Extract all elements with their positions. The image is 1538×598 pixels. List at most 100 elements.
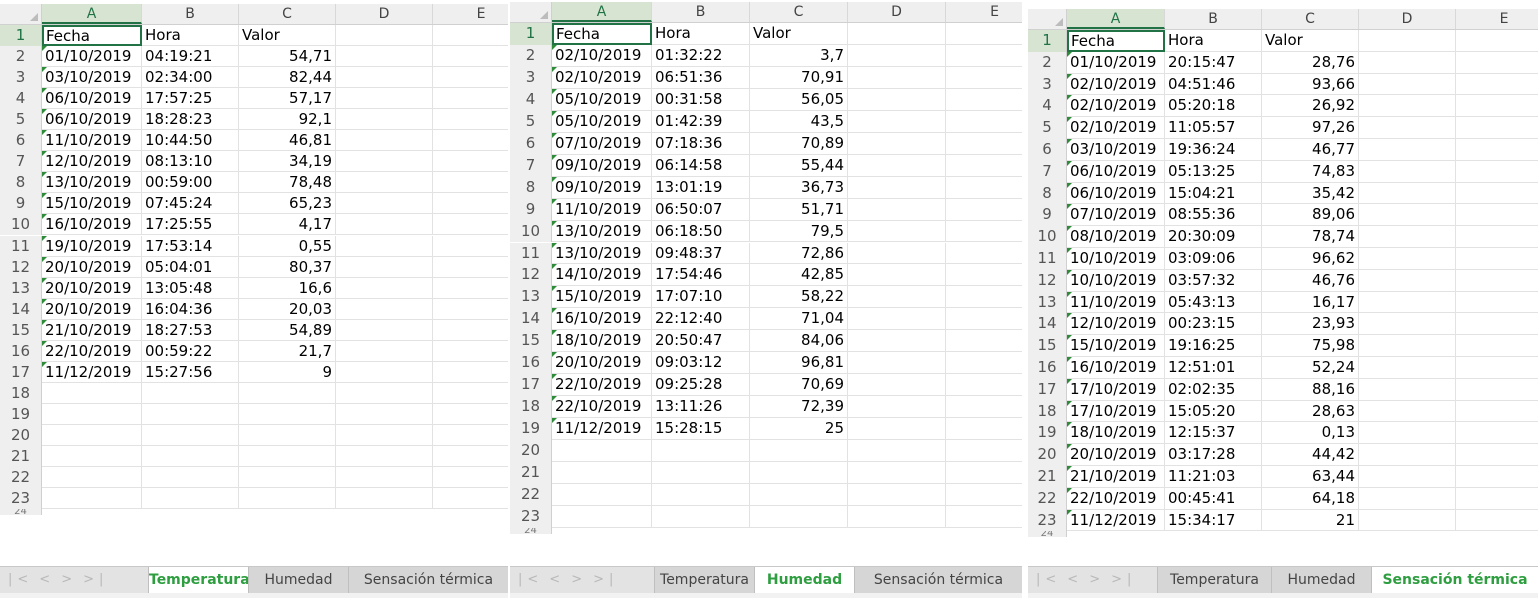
cell-a17[interactable]: 11/12/2019 — [42, 361, 142, 383]
tab-humedad[interactable]: Humedad — [754, 567, 854, 593]
cell-c11[interactable]: 96,62 — [1262, 248, 1359, 270]
cell-d1[interactable] — [1359, 30, 1456, 52]
cell-b22[interactable] — [652, 483, 750, 506]
cell-c14[interactable]: 23,93 — [1262, 313, 1359, 336]
cell-d22[interactable] — [336, 467, 433, 489]
cell-d4[interactable] — [1359, 95, 1456, 118]
cell-b8[interactable]: 00:59:00 — [142, 172, 239, 194]
cell-b15[interactable]: 20:50:47 — [652, 330, 750, 353]
row-number[interactable]: 24 — [510, 527, 552, 534]
cell-a18[interactable] — [42, 382, 142, 404]
cell-b2[interactable]: 20:15:47 — [1165, 51, 1262, 74]
cell-d17[interactable] — [336, 361, 433, 383]
cell-d16[interactable] — [1359, 357, 1456, 379]
prev-sheet-icon[interactable]: < — [549, 572, 566, 587]
cell-c19[interactable]: 0,13 — [1262, 422, 1359, 445]
cell-d5[interactable] — [336, 109, 433, 131]
row-number[interactable]: 1 — [510, 23, 552, 45]
row-number[interactable]: 10 — [1028, 226, 1067, 248]
row-number[interactable]: 18 — [0, 382, 42, 404]
cell-e22[interactable] — [1456, 488, 1538, 510]
cell-b7[interactable]: 06:14:58 — [652, 154, 750, 177]
cell-e12[interactable] — [433, 257, 508, 278]
cell-a3[interactable]: 02/10/2019 — [552, 66, 652, 89]
cell-e3[interactable] — [433, 67, 508, 89]
row-number[interactable]: 15 — [1028, 335, 1067, 357]
cell-d11[interactable] — [336, 235, 433, 257]
cell-c22[interactable] — [750, 483, 848, 506]
cell-b16[interactable]: 00:59:22 — [142, 340, 239, 362]
cell-a8[interactable]: 09/10/2019 — [552, 176, 652, 199]
cell-e8[interactable] — [433, 172, 508, 194]
cell-e7[interactable] — [1456, 161, 1538, 183]
cell-e18[interactable] — [1456, 401, 1538, 423]
cell-e10[interactable] — [946, 221, 1022, 243]
row-number[interactable]: 10 — [0, 214, 42, 236]
row-number[interactable]: 4 — [0, 88, 42, 110]
first-sheet-icon[interactable]: |< — [1036, 572, 1062, 587]
cell-e3[interactable] — [946, 67, 1022, 89]
cell-e13[interactable] — [946, 286, 1022, 309]
cell-c20[interactable] — [239, 424, 336, 446]
cell-e9[interactable] — [1456, 204, 1538, 227]
cell-b12[interactable]: 17:54:46 — [652, 264, 750, 287]
cell-d20[interactable] — [848, 440, 946, 462]
cell-a17[interactable]: 22/10/2019 — [552, 374, 652, 397]
cell-a21[interactable]: 21/10/2019 — [1067, 466, 1165, 488]
cell-c16[interactable]: 96,81 — [750, 352, 848, 375]
cell-b20[interactable] — [142, 424, 239, 446]
cell-c13[interactable]: 58,22 — [750, 286, 848, 309]
cell-b11[interactable]: 17:53:14 — [142, 235, 239, 257]
cell-a11[interactable]: 10/10/2019 — [1067, 248, 1165, 270]
cell-d12[interactable] — [848, 264, 946, 287]
cell-b23[interactable] — [142, 488, 239, 510]
cell-c17[interactable]: 70,69 — [750, 374, 848, 397]
column-header-b[interactable]: B — [1165, 9, 1262, 29]
cell-c1[interactable]: Valor — [750, 23, 848, 45]
row-number[interactable]: 24 — [1028, 531, 1067, 538]
cell-e16[interactable] — [946, 352, 1022, 375]
cell-a15[interactable]: 15/10/2019 — [1067, 335, 1165, 357]
last-sheet-icon[interactable]: >| — [593, 572, 619, 587]
cell-c6[interactable]: 46,77 — [1262, 139, 1359, 161]
cell-e8[interactable] — [1456, 183, 1538, 205]
cell-a23[interactable] — [42, 488, 142, 510]
cell-b13[interactable]: 05:43:13 — [1165, 291, 1262, 314]
cell-c5[interactable]: 97,26 — [1262, 117, 1359, 139]
cell-c15[interactable]: 75,98 — [1262, 335, 1359, 357]
cell-d19[interactable] — [848, 418, 946, 441]
cell-d23[interactable] — [1359, 509, 1456, 532]
cell-b18[interactable]: 13:11:26 — [652, 396, 750, 419]
row-number[interactable]: 6 — [1028, 139, 1067, 161]
cell-e19[interactable] — [1456, 422, 1538, 445]
first-sheet-icon[interactable]: |< — [8, 572, 34, 587]
cell-a3[interactable]: 03/10/2019 — [42, 67, 142, 89]
cell-a21[interactable] — [552, 462, 652, 484]
cell-c2[interactable]: 54,71 — [239, 46, 336, 68]
cell-c22[interactable] — [239, 467, 336, 489]
cell-d2[interactable] — [336, 46, 433, 68]
cell-d5[interactable] — [848, 110, 946, 133]
cell-c3[interactable]: 93,66 — [1262, 73, 1359, 96]
cell-a11[interactable]: 13/10/2019 — [552, 242, 652, 265]
cell-a8[interactable]: 06/10/2019 — [1067, 182, 1165, 205]
cell-b8[interactable]: 13:01:19 — [652, 176, 750, 199]
cell-a6[interactable]: 11/10/2019 — [42, 130, 142, 152]
cell-b5[interactable]: 18:28:23 — [142, 109, 239, 131]
row-number[interactable]: 7 — [0, 151, 42, 173]
cell-e5[interactable] — [1456, 117, 1538, 139]
column-header-c[interactable]: C — [1262, 9, 1359, 29]
row-number[interactable]: 13 — [1028, 291, 1067, 314]
row-number[interactable]: 22 — [510, 483, 552, 506]
row-number[interactable]: 21 — [1028, 466, 1067, 488]
cell-b2[interactable]: 04:19:21 — [142, 46, 239, 68]
column-header-e[interactable]: E — [1456, 9, 1538, 29]
cell-c18[interactable]: 72,39 — [750, 396, 848, 419]
cell-a5[interactable]: 06/10/2019 — [42, 109, 142, 131]
row-number[interactable]: 23 — [0, 488, 42, 510]
row-number[interactable]: 17 — [1028, 378, 1067, 401]
row-number[interactable]: 3 — [0, 67, 42, 89]
cell-b6[interactable]: 10:44:50 — [142, 130, 239, 152]
row-number[interactable]: 13 — [510, 286, 552, 309]
row-number[interactable]: 18 — [1028, 400, 1067, 423]
